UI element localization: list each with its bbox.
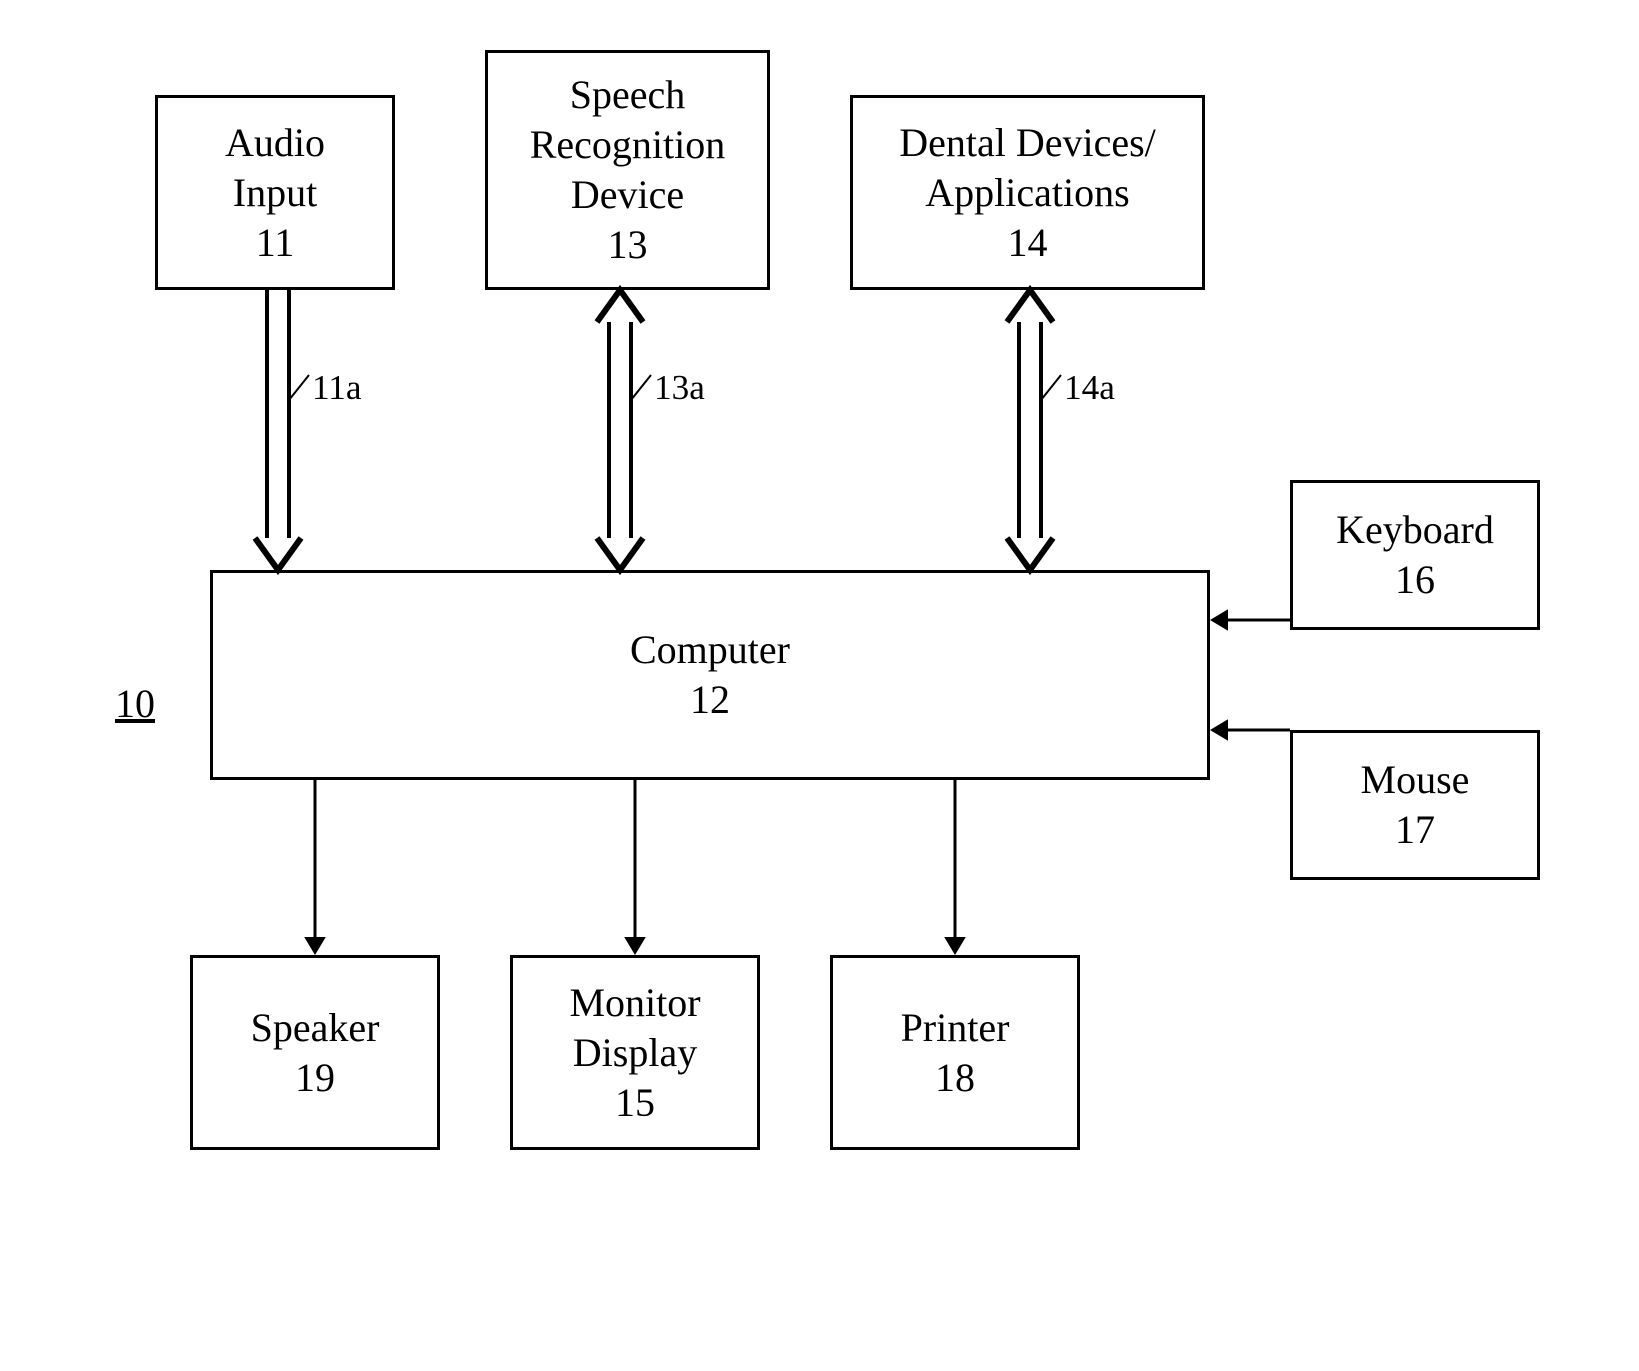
node-computer: Computer12 <box>210 570 1210 780</box>
node-label: Audio Input <box>225 118 325 218</box>
node-speech_rec: Speech Recognition Device13 <box>485 50 770 290</box>
node-label: Dental Devices/ Applications <box>899 118 1156 218</box>
node-monitor: Monitor Display15 <box>510 955 760 1150</box>
node-number: 15 <box>615 1078 655 1128</box>
node-number: 11 <box>256 218 295 268</box>
diagram-canvas: Audio Input11Speech Recognition Device13… <box>0 0 1639 1371</box>
node-number: 19 <box>295 1053 335 1103</box>
node-label: Keyboard <box>1336 505 1494 555</box>
node-number: 17 <box>1395 805 1435 855</box>
edge-label-e14a: 14a <box>1064 368 1115 408</box>
node-mouse: Mouse17 <box>1290 730 1540 880</box>
node-printer: Printer18 <box>830 955 1080 1150</box>
node-number: 12 <box>690 675 730 725</box>
node-number: 13 <box>608 220 648 270</box>
node-label: Printer <box>901 1003 1010 1053</box>
node-label: Speaker <box>251 1003 380 1053</box>
node-speaker: Speaker19 <box>190 955 440 1150</box>
edge-label-e11a: 11a <box>312 368 362 408</box>
node-number: 18 <box>935 1053 975 1103</box>
node-audio_input: Audio Input11 <box>155 95 395 290</box>
node-dental: Dental Devices/ Applications14 <box>850 95 1205 290</box>
node-number: 16 <box>1395 555 1435 605</box>
node-keyboard: Keyboard16 <box>1290 480 1540 630</box>
node-label: Mouse <box>1361 755 1470 805</box>
node-number: 14 <box>1008 218 1048 268</box>
system-label: 10 <box>115 680 155 727</box>
edge-label-e13a: 13a <box>654 368 705 408</box>
node-label: Monitor Display <box>569 978 700 1078</box>
node-label: Speech Recognition Device <box>530 70 726 220</box>
node-label: Computer <box>630 625 790 675</box>
